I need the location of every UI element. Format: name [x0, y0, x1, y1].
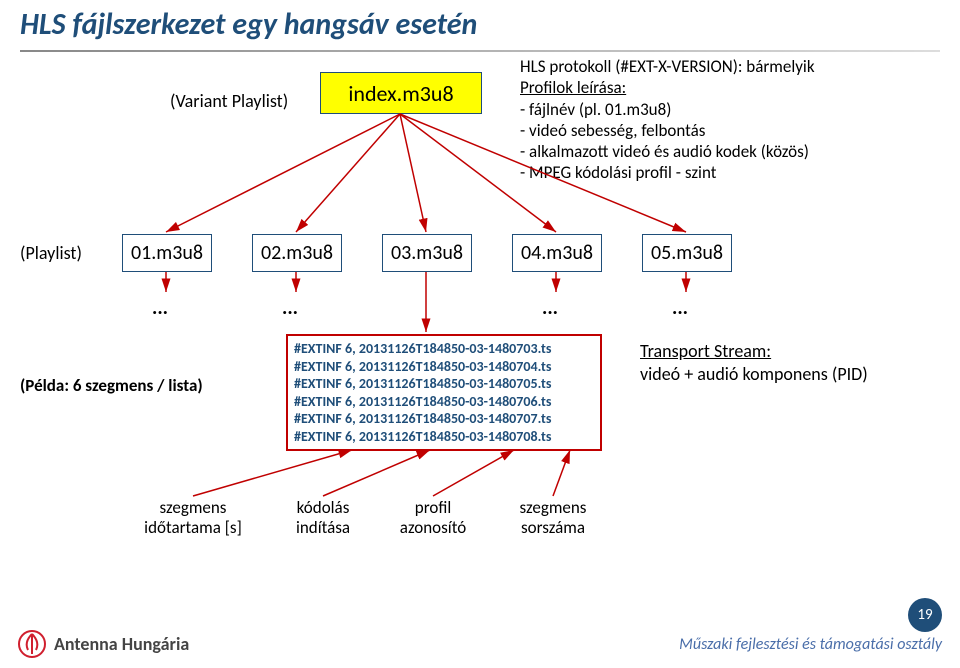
desc-b1: - fájlnév (pl. 01.m3u8): [520, 99, 671, 120]
bottom-label-1: szegmensidőtartama [s]: [138, 498, 248, 539]
brand-name: Antenna Hungária: [54, 633, 189, 655]
bottom-label-4: szegmenssorszáma: [498, 498, 608, 539]
playlist-box-5: 05.m3u8: [642, 234, 732, 272]
playlist-box-3: 03.m3u8: [382, 234, 472, 272]
title-rule: [20, 50, 940, 52]
ellipsis-3: ...: [542, 296, 558, 320]
extinf-line-3: #EXTINF 6, 20131126T184850-03-1480705.ts: [294, 375, 594, 393]
playlist-box-1: 01.m3u8: [122, 234, 212, 272]
desc-line1: HLS protokoll (#EXT-X-VERSION): bármelyi…: [520, 56, 815, 77]
profile-description: HLS protokoll (#EXT-X-VERSION): bármelyi…: [520, 56, 815, 184]
extinf-line-2: #EXTINF 6, 20131126T184850-03-1480704.ts: [294, 358, 594, 376]
ts-line2: videó + audió komponens (PID): [640, 363, 868, 385]
example-label: (Példa: 6 szegmens / lista): [20, 375, 203, 396]
desc-b3: - alkalmazott videó és audió kodek (közö…: [520, 141, 809, 162]
extinf-box: #EXTINF 6, 20131126T184850-03-1480703.ts…: [286, 334, 602, 451]
transport-stream-label: Transport Stream: videó + audió komponen…: [640, 340, 868, 387]
brand-logo: Antenna Hungária: [18, 630, 189, 658]
footer-dept: Műszaki fejlesztési és támogatási osztál…: [679, 635, 942, 654]
variant-playlist-label: (Variant Playlist): [170, 90, 288, 112]
extinf-line-1: #EXTINF 6, 20131126T184850-03-1480703.ts: [294, 340, 594, 358]
extinf-line-4: #EXTINF 6, 20131126T184850-03-1480706.ts: [294, 393, 594, 411]
desc-b4: - MPEG kódolási profil - szint: [520, 162, 716, 183]
desc-b2: - videó sebesség, felbontás: [520, 120, 705, 141]
ellipsis-1: ...: [152, 296, 168, 320]
ts-line1: Transport Stream:: [640, 340, 771, 362]
footer: Antenna Hungária Műszaki fejlesztési és …: [0, 624, 960, 668]
bottom-label-3: profilazonosító: [378, 498, 488, 539]
playlist-box-2: 02.m3u8: [252, 234, 342, 272]
ellipsis-4: ...: [672, 296, 688, 320]
playlist-box-4: 04.m3u8: [512, 234, 602, 272]
antenna-icon: [18, 630, 46, 658]
ellipsis-2: ...: [282, 296, 298, 320]
slide: HLS fájlszerkezet egy hangsáv esetén (Va…: [0, 0, 960, 668]
index-box: index.m3u8: [320, 72, 482, 114]
extinf-line-6: #EXTINF 6, 20131126T184850-03-1480708.ts: [294, 428, 594, 446]
extinf-line-5: #EXTINF 6, 20131126T184850-03-1480707.ts: [294, 410, 594, 428]
desc-line2: Profilok leírása:: [520, 77, 626, 98]
page-title: HLS fájlszerkezet egy hangsáv esetén: [20, 6, 477, 43]
bottom-label-2: kódolásindítása: [268, 498, 378, 539]
playlist-label: (Playlist): [20, 242, 82, 264]
